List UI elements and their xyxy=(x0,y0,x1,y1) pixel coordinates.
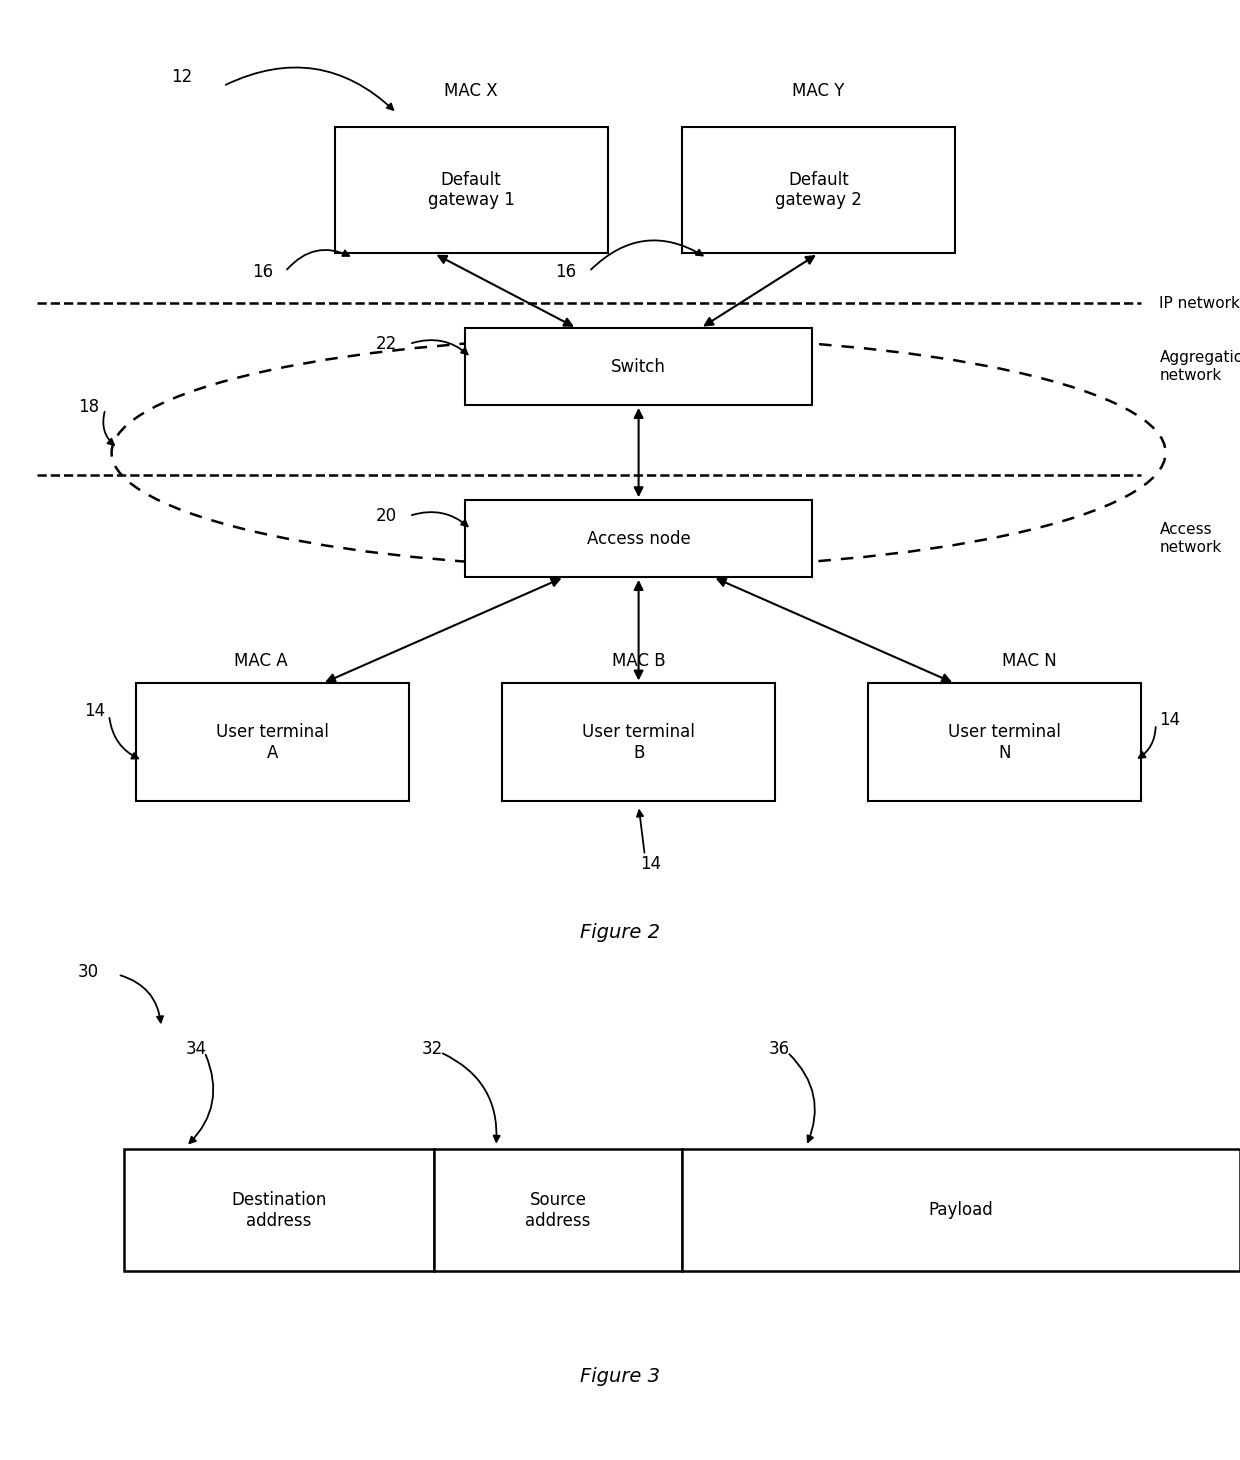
Text: Source
address: Source address xyxy=(526,1191,590,1229)
Text: IP network: IP network xyxy=(1159,296,1240,311)
Text: 32: 32 xyxy=(422,1041,443,1058)
Text: 20: 20 xyxy=(376,507,397,526)
Text: Aggregation
network: Aggregation network xyxy=(1159,350,1240,383)
Text: 34: 34 xyxy=(186,1041,207,1058)
Text: 14: 14 xyxy=(84,702,105,720)
Text: Figure 2: Figure 2 xyxy=(580,923,660,942)
Text: Destination
address: Destination address xyxy=(232,1191,326,1229)
Text: 36: 36 xyxy=(769,1041,790,1058)
Text: Access node: Access node xyxy=(587,530,691,548)
Text: 18: 18 xyxy=(78,399,99,416)
Text: 14: 14 xyxy=(1159,711,1180,729)
Text: MAC B: MAC B xyxy=(611,651,666,670)
Text: Default
gateway 1: Default gateway 1 xyxy=(428,171,515,209)
Text: Switch: Switch xyxy=(611,358,666,375)
FancyBboxPatch shape xyxy=(124,1149,434,1272)
Text: Figure 3: Figure 3 xyxy=(580,1367,660,1387)
FancyBboxPatch shape xyxy=(682,1149,1240,1272)
Text: MAC A: MAC A xyxy=(233,651,288,670)
FancyBboxPatch shape xyxy=(868,683,1141,802)
Text: MAC X: MAC X xyxy=(444,82,498,99)
FancyBboxPatch shape xyxy=(465,328,812,404)
Text: 14: 14 xyxy=(640,856,662,873)
Text: MAC Y: MAC Y xyxy=(792,82,844,99)
Text: 22: 22 xyxy=(376,334,397,353)
FancyBboxPatch shape xyxy=(682,127,955,254)
Text: 16: 16 xyxy=(252,263,273,280)
Text: Payload: Payload xyxy=(929,1202,993,1219)
Text: 16: 16 xyxy=(556,263,577,280)
FancyBboxPatch shape xyxy=(502,683,775,802)
Text: User terminal
B: User terminal B xyxy=(582,723,696,762)
Text: 30: 30 xyxy=(78,962,99,981)
FancyBboxPatch shape xyxy=(434,1149,682,1272)
Text: Access
network: Access network xyxy=(1159,523,1221,555)
Text: MAC N: MAC N xyxy=(1002,651,1056,670)
Text: 12: 12 xyxy=(171,69,192,86)
FancyBboxPatch shape xyxy=(136,683,409,802)
Text: User terminal
A: User terminal A xyxy=(216,723,330,762)
Text: User terminal
N: User terminal N xyxy=(947,723,1061,762)
Text: Default
gateway 2: Default gateway 2 xyxy=(775,171,862,209)
FancyBboxPatch shape xyxy=(335,127,608,254)
FancyBboxPatch shape xyxy=(465,501,812,577)
